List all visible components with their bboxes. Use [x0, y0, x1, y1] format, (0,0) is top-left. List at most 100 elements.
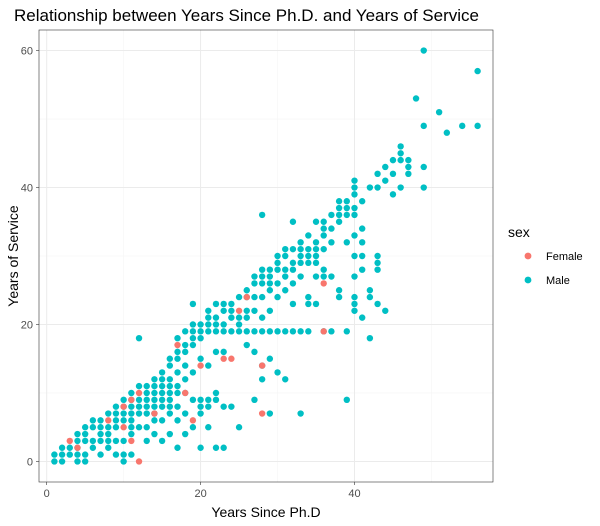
data-point-male [166, 410, 174, 417]
data-point-male [405, 170, 412, 178]
data-point-male [358, 239, 366, 246]
data-point-male [243, 307, 250, 314]
data-point-male [197, 396, 204, 404]
data-point-male [343, 204, 350, 212]
data-point-male [274, 328, 281, 335]
data-point-male [335, 287, 343, 294]
data-point-male [351, 184, 358, 191]
data-point-male [212, 348, 220, 356]
data-point-male [174, 369, 181, 376]
data-point-male [397, 184, 404, 191]
data-point-male [166, 382, 174, 390]
data-point-male [205, 403, 212, 410]
data-point-male [351, 191, 358, 198]
data-point-male [166, 396, 174, 404]
data-point-male [305, 232, 312, 239]
data-point-male [305, 259, 312, 267]
data-point-male [58, 458, 66, 465]
data-point-male [228, 314, 235, 321]
data-point-male [297, 273, 304, 280]
data-point-male [128, 430, 135, 438]
data-point-male [320, 266, 327, 273]
data-point-male [335, 211, 343, 219]
legend: sex Female Male [508, 224, 583, 287]
data-point-male [258, 314, 266, 321]
data-point-male [335, 204, 343, 212]
data-point-male [258, 293, 266, 301]
data-point-male [351, 273, 358, 280]
data-point-male [166, 355, 174, 362]
data-point-male [243, 341, 250, 349]
data-point-male [220, 444, 227, 451]
data-point-male [143, 389, 150, 397]
data-point-male [189, 300, 197, 308]
data-point-male [151, 396, 158, 404]
data-point-female [120, 403, 127, 410]
y-axis-title: Years of Service [5, 205, 21, 307]
data-point-male [182, 410, 189, 417]
data-point-male [289, 300, 297, 308]
data-point-female [128, 437, 135, 445]
y-tick-label: 60 [21, 46, 33, 58]
data-point-male [358, 266, 366, 273]
data-point-male [120, 451, 127, 458]
data-point-male [97, 424, 104, 431]
panel-border [38, 29, 494, 483]
data-point-female [189, 417, 197, 424]
data-point-male [305, 252, 312, 260]
data-point-male [166, 430, 174, 438]
data-point-male [120, 437, 127, 445]
data-point-male [366, 293, 374, 301]
data-point-male [243, 328, 250, 335]
data-point-male [74, 458, 81, 465]
data-point-male [474, 67, 481, 75]
data-point-female [220, 355, 227, 362]
data-point-male [189, 369, 197, 376]
data-point-male [174, 382, 181, 390]
data-point-male [382, 163, 389, 171]
data-point-male [266, 355, 274, 362]
data-point-male [182, 376, 189, 383]
data-point-male [397, 156, 404, 164]
data-point-male [335, 293, 343, 301]
data-point-male [120, 396, 127, 404]
data-point-male [74, 430, 81, 438]
data-point-male [289, 280, 297, 287]
data-point-male [135, 424, 143, 431]
data-point-male [212, 328, 220, 335]
data-point-male [235, 321, 243, 328]
data-point-male [235, 424, 243, 431]
data-point-male [351, 300, 358, 308]
data-point-male [312, 239, 320, 246]
data-point-male [143, 382, 150, 390]
data-point-male [174, 417, 181, 424]
data-point-male [412, 95, 420, 102]
data-point-male [366, 287, 374, 294]
data-point-male [266, 280, 274, 287]
data-point-male [174, 334, 181, 342]
data-point-male [51, 458, 58, 465]
data-point-male [266, 273, 274, 280]
data-point-male [135, 334, 143, 342]
data-point-male [282, 376, 289, 383]
data-point-male [228, 328, 235, 335]
data-point-male [143, 424, 150, 431]
data-point-male [374, 300, 381, 308]
data-point-male [343, 198, 350, 205]
data-point-male [197, 410, 204, 417]
data-point-male [251, 307, 258, 314]
data-point-male [189, 321, 197, 328]
data-point-male [228, 403, 235, 410]
data-point-male [112, 403, 120, 410]
data-point-male [251, 280, 258, 287]
data-point-male [243, 314, 250, 321]
data-point-male [420, 47, 427, 54]
data-point-male [328, 328, 335, 335]
data-point-male [158, 369, 166, 376]
data-point-male [197, 355, 204, 362]
data-point-male [289, 328, 297, 335]
data-point-female [66, 437, 73, 445]
data-point-male [212, 321, 220, 328]
data-point-male [197, 444, 204, 451]
data-point-male [305, 245, 312, 253]
